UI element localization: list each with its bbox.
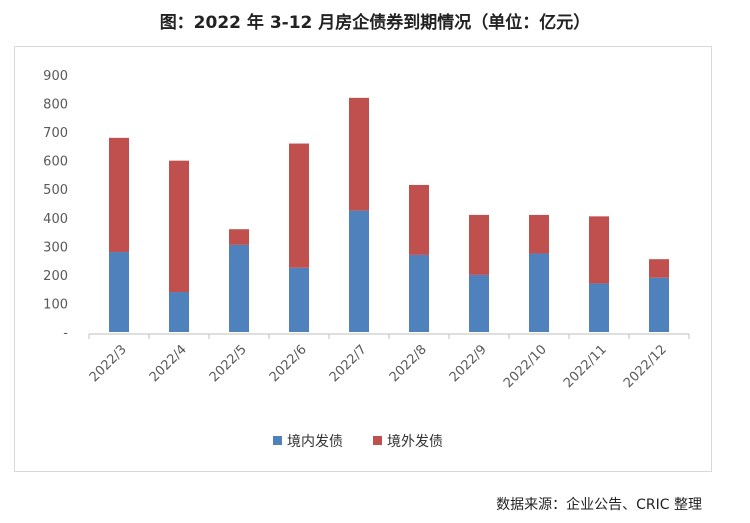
bar-domestic [349, 210, 369, 332]
legend-label: 境外发债 [387, 434, 443, 450]
y-tick-label: 300 [43, 240, 68, 255]
x-tick-label: 2022/10 [501, 342, 550, 391]
x-tick-label: 2022/7 [327, 342, 370, 385]
bar-domestic [229, 244, 249, 332]
bar-overseas [109, 137, 129, 253]
x-tick-label: 2022/11 [561, 342, 610, 391]
bar-overseas [529, 214, 549, 254]
bar-overseas [649, 259, 669, 278]
bar-overseas [589, 216, 609, 284]
x-tick-label: 2022/6 [267, 342, 310, 385]
bar-overseas [169, 160, 189, 293]
x-tick-label: 2022/12 [621, 342, 670, 391]
bar-domestic [289, 267, 309, 332]
bar-overseas [229, 229, 249, 245]
legend-swatch [273, 436, 282, 445]
x-tick-label: 2022/5 [207, 342, 250, 385]
bar-domestic [589, 283, 609, 332]
bar-overseas [469, 214, 489, 275]
bar-overseas [409, 184, 429, 255]
y-tick-label: 900 [43, 69, 68, 84]
bar-domestic [409, 254, 429, 332]
legend-swatch [373, 436, 382, 445]
bar-overseas [349, 97, 369, 211]
bar-domestic [169, 292, 189, 332]
y-tick-label: 100 [43, 297, 68, 312]
bar-overseas [289, 143, 309, 268]
y-tick-label: 200 [43, 269, 68, 284]
chart-title: 图：2022 年 3-12 月房企债券到期情况（单位：亿元） [159, 13, 591, 33]
x-tick-label: 2022/4 [147, 342, 190, 385]
legend-label: 境内发债 [287, 434, 343, 450]
source-note: 数据来源：企业公告、CRIC 整理 [496, 497, 702, 513]
x-tick-label: 2022/8 [387, 342, 430, 385]
y-tick-label: 400 [43, 212, 68, 227]
bar-domestic [109, 252, 129, 332]
x-tick-label: 2022/3 [87, 342, 130, 385]
bar-domestic [649, 277, 669, 332]
y-tick-label: 500 [43, 183, 68, 198]
y-tick-label: 600 [43, 155, 68, 170]
chart-frame [14, 46, 712, 472]
y-tick-label: 800 [43, 98, 68, 113]
y-tick-label: - [63, 326, 68, 341]
x-tick-label: 2022/9 [447, 342, 490, 385]
bar-domestic [469, 274, 489, 332]
y-tick-label: 700 [43, 126, 68, 141]
bar-domestic [529, 253, 549, 332]
